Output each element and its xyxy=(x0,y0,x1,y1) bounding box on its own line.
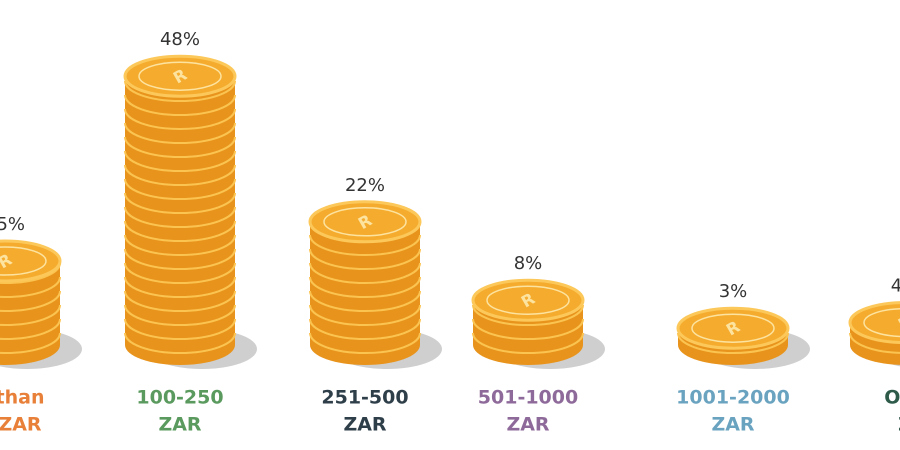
category-label: Ove xyxy=(884,387,900,409)
category-label: ZAR xyxy=(343,414,386,436)
coin-edge xyxy=(677,332,789,354)
stack-bottom xyxy=(310,325,420,365)
value-label: 15% xyxy=(0,214,25,235)
value-label: 3% xyxy=(719,281,748,302)
category-label: ZAR xyxy=(158,414,201,436)
category-label: Z xyxy=(898,414,900,436)
coin-edge xyxy=(309,290,421,312)
stack-side xyxy=(125,76,235,345)
stack-bottom xyxy=(0,325,60,365)
category-label: 251-500 xyxy=(321,387,408,409)
coin-edge xyxy=(124,220,236,242)
coin-stack: R xyxy=(308,200,422,365)
coin-edge xyxy=(0,262,61,284)
coin-edge xyxy=(309,332,421,354)
coin-inner xyxy=(0,246,47,276)
coin-edge xyxy=(124,108,236,130)
coin-edge xyxy=(124,122,236,144)
coin-edge xyxy=(309,276,421,298)
coin-edge xyxy=(124,80,236,102)
coin-stack: R xyxy=(676,306,790,365)
coin-edge xyxy=(124,304,236,326)
coin-stack: R xyxy=(848,301,900,365)
stack-bottom xyxy=(473,325,583,365)
coin-edge xyxy=(309,248,421,270)
coin-edge xyxy=(472,318,584,340)
coin-inner xyxy=(323,207,407,237)
coin-edge xyxy=(124,164,236,186)
coin-edge xyxy=(309,234,421,256)
coin-symbol: R xyxy=(895,311,900,334)
coin-stack: R xyxy=(0,239,62,365)
coin-edge xyxy=(0,290,61,312)
coin-inner xyxy=(863,307,900,338)
coin-top xyxy=(848,301,900,345)
coin-edge xyxy=(124,234,236,256)
coin-edge xyxy=(124,150,236,172)
coin-edge xyxy=(472,332,584,354)
coin-stack: R xyxy=(471,278,585,365)
coin-edge xyxy=(849,332,900,354)
value-label: 48% xyxy=(160,29,200,50)
coin-edge xyxy=(309,304,421,326)
coin-inner xyxy=(486,285,570,315)
value-label: 22% xyxy=(345,175,385,196)
coin-edge xyxy=(124,136,236,158)
coin-edge xyxy=(124,290,236,312)
coin-inner xyxy=(691,313,775,343)
category-label: 1001-2000 xyxy=(676,387,790,409)
coin-edge xyxy=(124,332,236,354)
category-label: ZAR xyxy=(0,414,42,436)
category-label: ZAR xyxy=(506,414,549,436)
coin-edge xyxy=(0,276,61,298)
coin-edge xyxy=(0,304,61,326)
coin-inner xyxy=(138,61,222,91)
coin-top xyxy=(0,239,62,283)
coin-edge xyxy=(124,262,236,284)
coin-edge xyxy=(124,276,236,298)
value-label: 8% xyxy=(514,253,543,274)
coin-edge xyxy=(124,318,236,340)
coin-edge xyxy=(124,94,236,116)
stack-bottom xyxy=(125,325,235,365)
category-label: 100-250 xyxy=(136,387,223,409)
coin-edge xyxy=(124,192,236,214)
category-label: than xyxy=(0,387,44,409)
coin-edge xyxy=(124,206,236,228)
coin-edge xyxy=(124,178,236,200)
coin-edge xyxy=(309,318,421,340)
coin-edge xyxy=(0,318,61,340)
coin-edge xyxy=(472,304,584,326)
value-label: 4% xyxy=(891,276,900,297)
coin-edge xyxy=(0,332,61,354)
category-label: ZAR xyxy=(711,414,754,436)
coin-stack: R xyxy=(123,54,237,365)
category-label: 501-1000 xyxy=(478,387,578,409)
coin-edge xyxy=(309,262,421,284)
coin-edge xyxy=(124,248,236,270)
